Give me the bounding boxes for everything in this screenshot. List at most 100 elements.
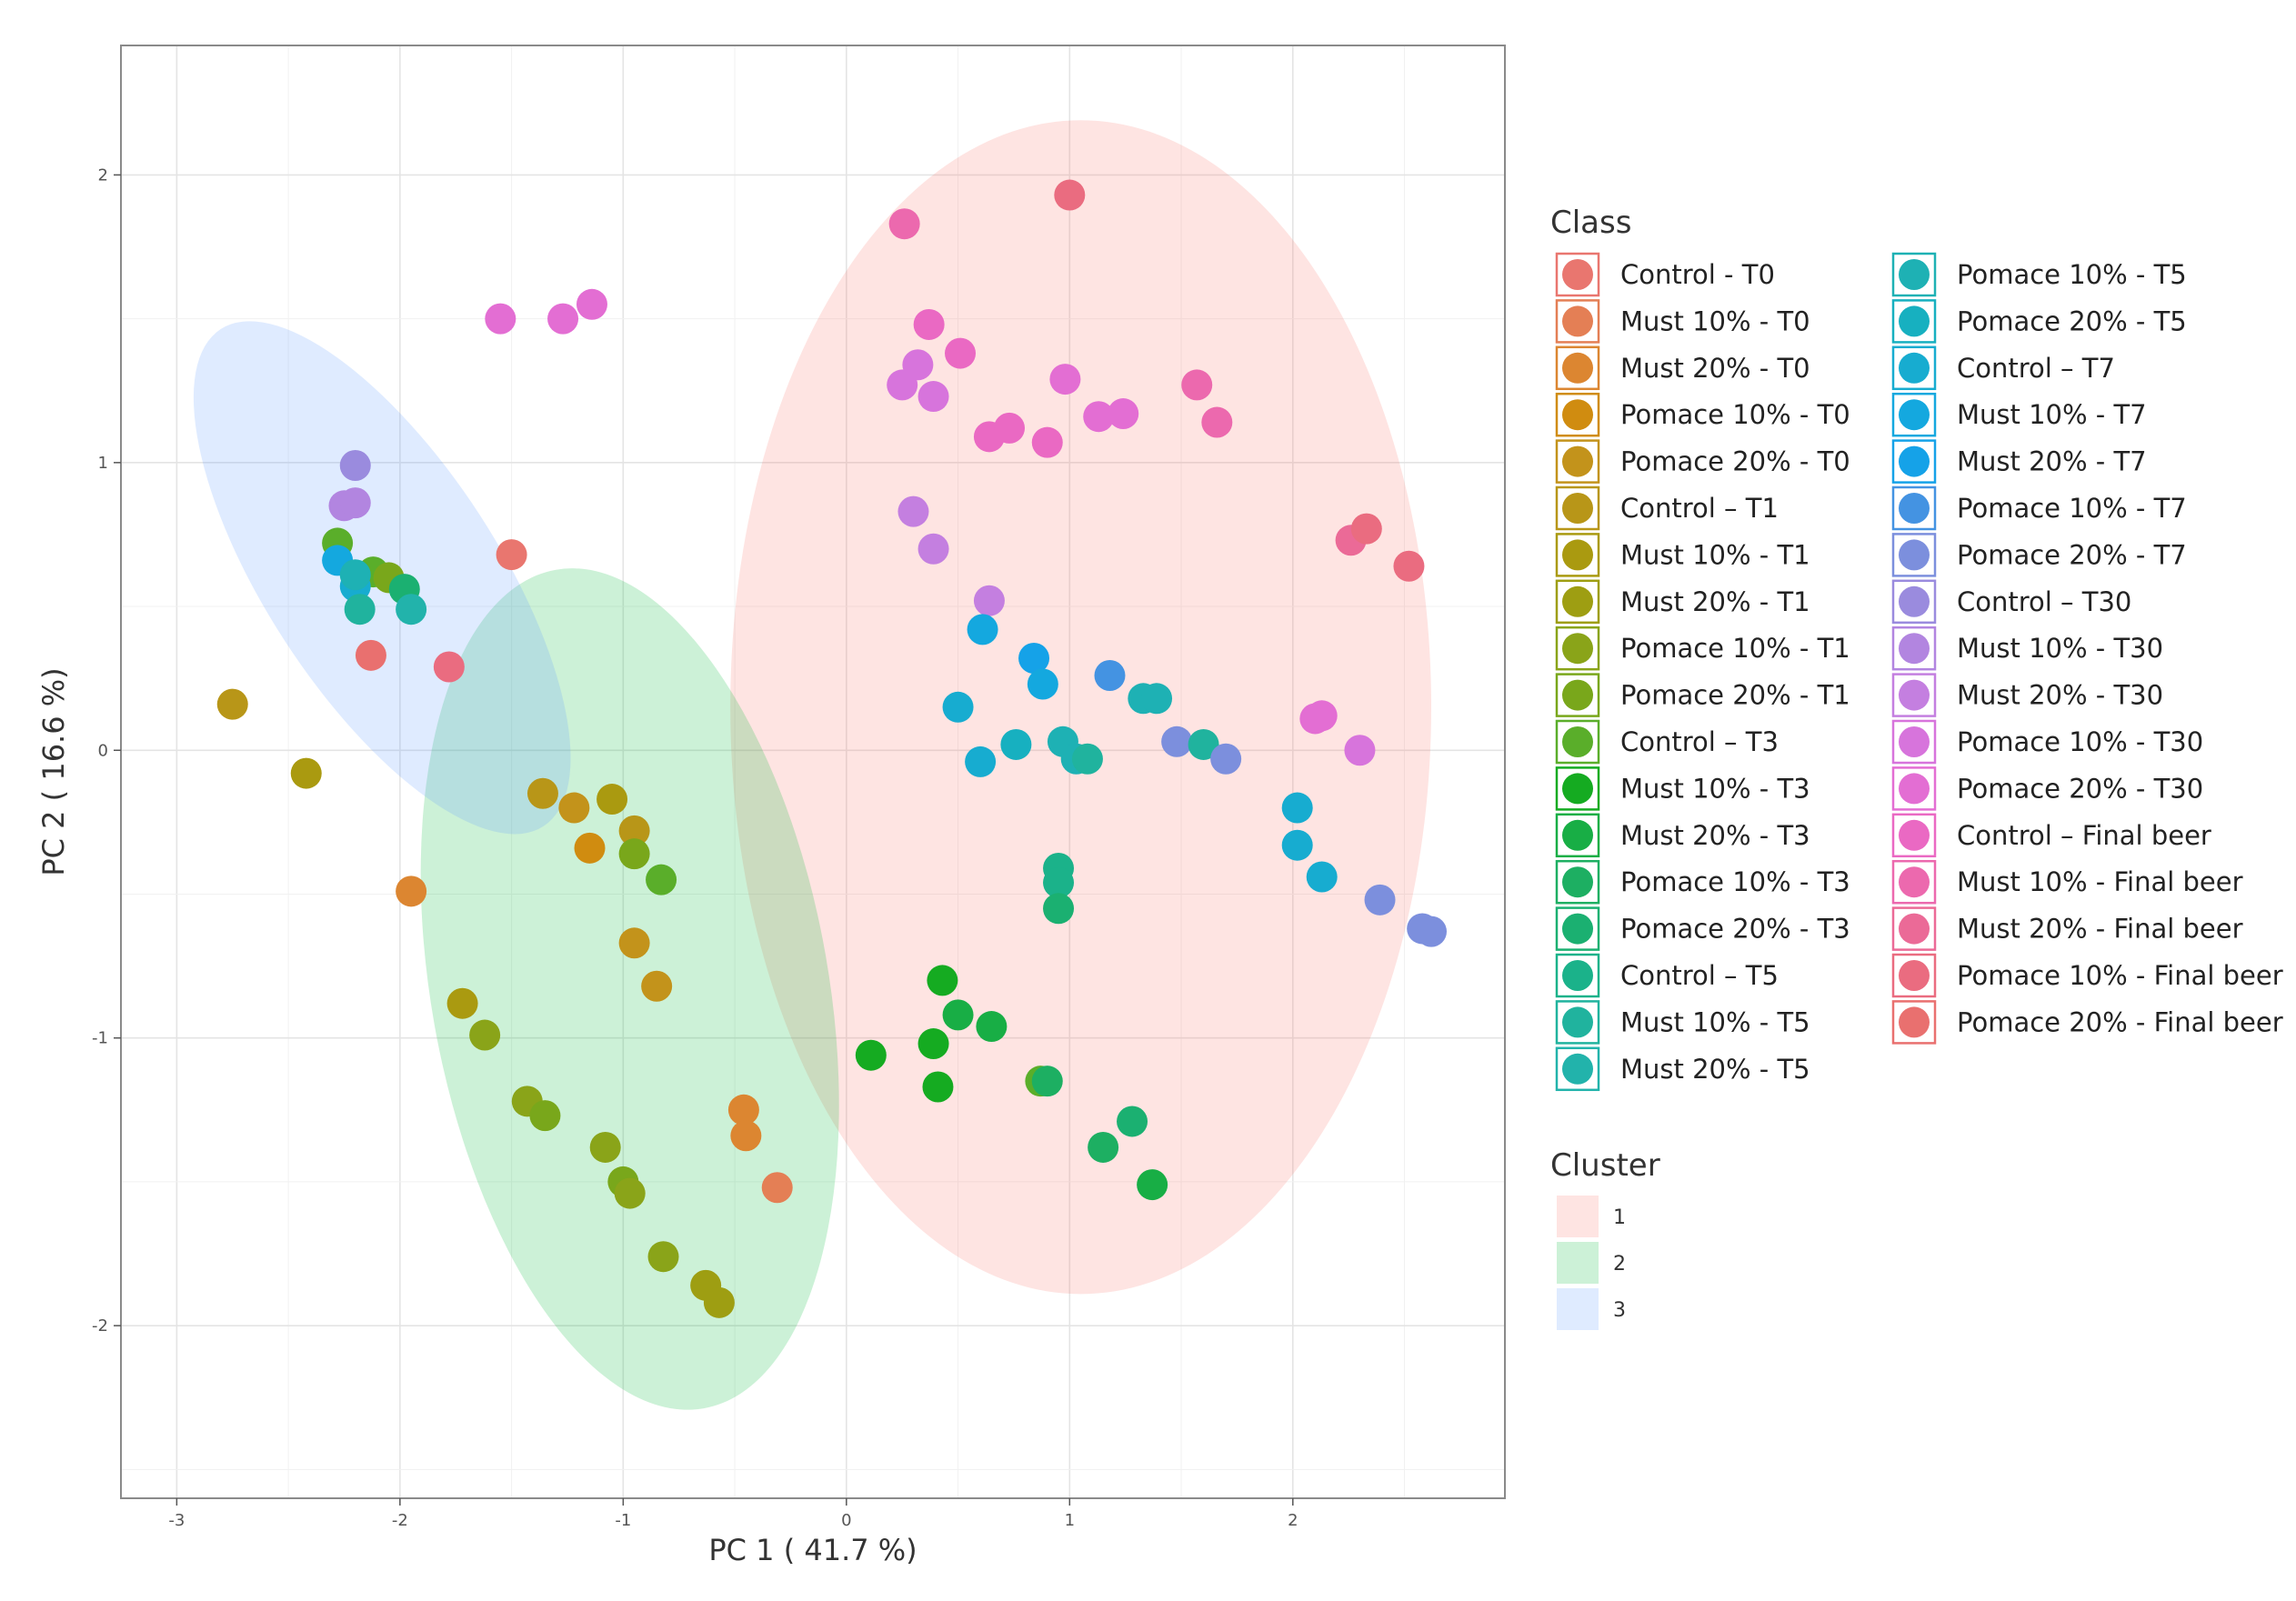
- legend-key-dot: [1562, 726, 1593, 757]
- legend-label: Pomace 20% - T7: [1957, 539, 2187, 570]
- legend-item: Control – T1: [1555, 485, 1779, 531]
- legend-label: Pomace 10% - T3: [1620, 866, 1850, 897]
- legend-label: Pomace 10% - Final beer: [1957, 960, 2283, 991]
- legend-key-dot: [1562, 819, 1593, 851]
- legend-label: Must 20% - T0: [1620, 353, 1810, 384]
- legend-label: Must 20% - Final beer: [1957, 914, 2243, 945]
- legend-label: Must 20% - T5: [1620, 1054, 1810, 1085]
- cluster-legend: 1 2 3: [1557, 1196, 1626, 1330]
- cluster-label: 1: [1613, 1206, 1626, 1229]
- legend-item: Control – Final beer: [1891, 813, 2211, 858]
- legend-key-dot: [1899, 493, 1930, 524]
- legend-item: Must 20% - T0: [1555, 345, 1810, 391]
- legend-key-dot: [1899, 399, 1930, 431]
- legend-item: Control – T5: [1555, 953, 1779, 998]
- data-point: [1083, 401, 1115, 433]
- data-point: [1210, 743, 1242, 775]
- legend-key-dot: [1562, 773, 1593, 805]
- data-point: [1043, 893, 1075, 925]
- legend-key-dot: [1899, 960, 1930, 991]
- legend-key-dot: [1562, 866, 1593, 898]
- legend-label: Pomace 20% - T0: [1620, 446, 1850, 477]
- legend-label: Pomace 20% - Final beer: [1957, 1006, 2283, 1037]
- legend-key-dot: [1562, 679, 1593, 711]
- data-point: [761, 1172, 793, 1204]
- legend-label: Must 20% - T3: [1620, 820, 1810, 851]
- data-point: [1281, 829, 1313, 861]
- legend-key-dot: [1899, 305, 1930, 337]
- legend-key-dot: [1562, 585, 1593, 617]
- data-point: [1141, 683, 1173, 715]
- y-tick-label: 0: [98, 741, 108, 760]
- legend-label: Must 10% - T3: [1620, 773, 1810, 804]
- data-point: [339, 487, 371, 519]
- x-tick-label: -2: [392, 1511, 408, 1530]
- legend-item: Pomace 10% - T7: [1891, 485, 2187, 531]
- legend-item: Must 10% - T7: [1891, 392, 2147, 437]
- legend-key-dot: [1899, 539, 1930, 571]
- data-point: [965, 745, 997, 777]
- legend-key-dot: [1899, 726, 1930, 757]
- legend-title-cluster: Cluster: [1550, 1147, 1660, 1184]
- legend-key-dot: [1899, 445, 1930, 477]
- legend-item: Pomace 10% - T0: [1555, 392, 1850, 437]
- data-point: [1350, 513, 1382, 545]
- data-point: [355, 639, 386, 671]
- class-legend: Control - T0 Must 10% - T0 Must 20% - T0 Po…: [1555, 252, 2283, 1092]
- data-point: [526, 777, 558, 809]
- data-point: [1281, 792, 1313, 824]
- legend-key-dot: [1899, 679, 1930, 711]
- cluster-legend-item: 1: [1557, 1196, 1626, 1237]
- x-tick-label: 1: [1065, 1511, 1075, 1530]
- data-point: [529, 1100, 561, 1132]
- legend-item: Must 20% - T1: [1555, 579, 1810, 625]
- cluster-label: 2: [1613, 1253, 1626, 1276]
- data-point: [1415, 916, 1447, 947]
- y-tick-label: -2: [92, 1316, 108, 1336]
- legend-label: Must 10% - T7: [1957, 399, 2147, 430]
- legend-item: Control - T0: [1555, 252, 1775, 297]
- legend-key-dot: [1899, 352, 1930, 384]
- legend-label: Pomace 10% - T1: [1620, 633, 1850, 664]
- data-point: [589, 1131, 621, 1163]
- legend-item: Pomace 20% - T7: [1891, 533, 2187, 577]
- legend-item: Must 10% - T5: [1555, 1000, 1810, 1045]
- legend-item: Pomace 10% - T30: [1891, 719, 2203, 765]
- data-point: [597, 784, 628, 816]
- legend-label: Pomace 10% - T30: [1957, 726, 2203, 757]
- x-tick-label: 2: [1288, 1511, 1298, 1530]
- data-point: [446, 987, 478, 1019]
- x-tick-label: -1: [615, 1511, 631, 1530]
- legend-item: Pomace 20% - T5: [1891, 299, 2187, 344]
- legend-label: Control – T5: [1620, 960, 1779, 991]
- legend-label: Control – T3: [1620, 726, 1779, 757]
- data-point: [547, 303, 579, 335]
- data-point: [574, 832, 606, 864]
- data-point: [1031, 1066, 1063, 1097]
- data-point: [1094, 659, 1126, 691]
- legend-label: Control – T7: [1957, 353, 2115, 384]
- data-point: [727, 1094, 759, 1126]
- data-point: [922, 1071, 954, 1103]
- legend-key-dot: [1899, 259, 1930, 290]
- legend-key-dot: [1899, 866, 1930, 898]
- legend-item: Pomace 20% - T30: [1891, 766, 2203, 811]
- data-point: [1049, 364, 1081, 395]
- data-point: [1108, 398, 1139, 430]
- y-axis-title: PC 2 ( 16.6 %): [36, 667, 71, 876]
- legend-label: Pomace 20% - T5: [1957, 305, 2187, 336]
- legend-label: Pomace 20% - T30: [1957, 773, 2203, 804]
- legend-item: Pomace 10% - T1: [1555, 625, 1850, 671]
- data-point: [485, 303, 516, 335]
- legend-item: Control – T3: [1555, 719, 1779, 765]
- data-point: [1393, 550, 1425, 582]
- cluster-legend-item: 3: [1557, 1288, 1626, 1330]
- data-point: [647, 1241, 679, 1273]
- legend-item: Pomace 10% - T5: [1891, 252, 2187, 297]
- legend-label: Control – T30: [1957, 586, 2131, 617]
- data-point: [945, 337, 977, 369]
- data-point: [917, 1028, 949, 1060]
- data-point: [469, 1019, 501, 1051]
- legend-key-dot: [1899, 1006, 1930, 1038]
- data-point: [1306, 700, 1338, 732]
